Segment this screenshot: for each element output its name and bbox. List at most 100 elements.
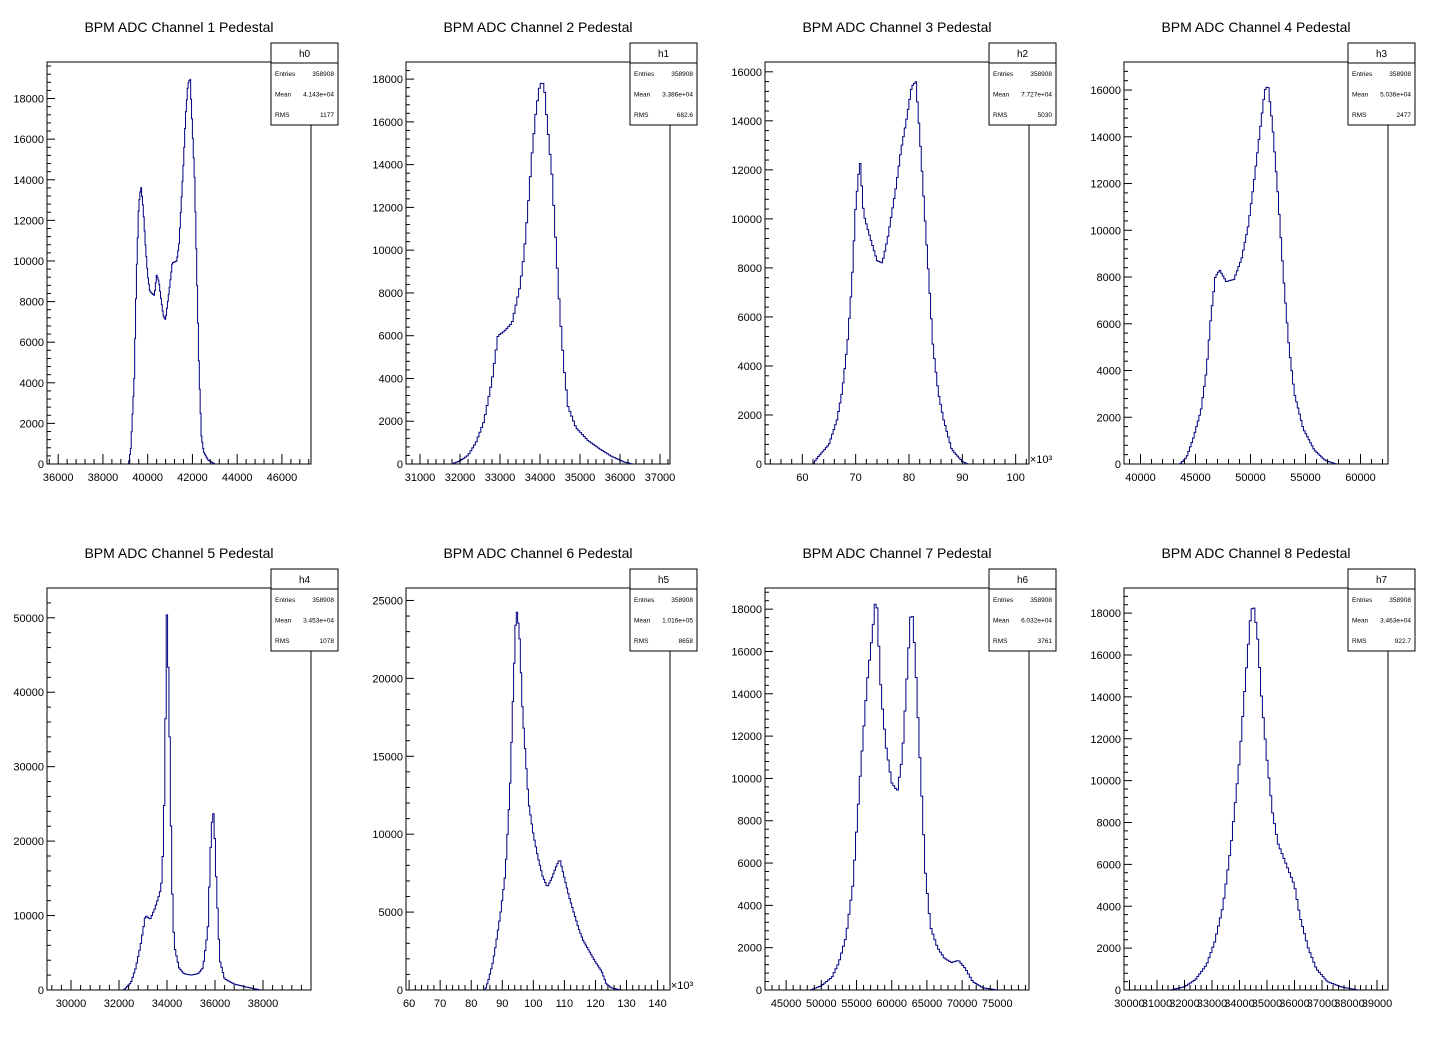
y-tick-label: 18000 (372, 74, 403, 86)
x-tick-label: 55000 (1290, 472, 1321, 484)
plot-frame (764, 61, 1030, 465)
x-tick-label: 34000 (525, 472, 556, 484)
stats-value-rms: 1177 (320, 112, 334, 119)
y-tick-label: 12000 (1090, 734, 1121, 746)
stats-label-entries: Entries (1352, 71, 1373, 78)
stats-value-mean: 1.016e+05 (662, 618, 693, 625)
y-tick-label: 12000 (731, 165, 762, 177)
x-tick-label: 30000 (56, 998, 87, 1010)
y-tick-label: 10000 (372, 245, 403, 257)
stats-hist-name: h2 (1017, 49, 1029, 60)
stats-value-mean: 5.036e+04 (1380, 92, 1411, 99)
y-tick-label: 10000 (1090, 776, 1121, 788)
stats-label-mean: Mean (275, 618, 292, 625)
stats-label-mean: Mean (1352, 618, 1369, 625)
stats-value-entries: 358908 (1030, 71, 1052, 78)
plot-frame (405, 61, 671, 465)
chart-title: BPM ADC Channel 3 Pedestal (802, 19, 991, 35)
y-tick-label: 40000 (13, 687, 44, 699)
stats-value-rms: 2477 (1397, 112, 1412, 119)
y-tick-label: 20000 (372, 673, 403, 685)
chart-title: BPM ADC Channel 6 Pedestal (443, 545, 632, 561)
x-tick-label: 38000 (88, 472, 119, 484)
stats-label-rms: RMS (993, 638, 1008, 645)
y-tick-label: 16000 (13, 134, 44, 146)
stats-value-entries: 358908 (671, 597, 693, 604)
stats-box-frame (988, 568, 1057, 652)
y-tick-label: 50000 (13, 613, 44, 625)
y-tick-label: 10000 (372, 829, 403, 841)
plot-frame (1123, 61, 1389, 465)
y-tick-label: 2000 (20, 418, 44, 430)
x-tick-label: 32000 (445, 472, 476, 484)
x-tick-label: 39000 (1362, 998, 1393, 1010)
y-tick-label: 12000 (372, 202, 403, 214)
stats-label-mean: Mean (1352, 92, 1369, 99)
stats-box-frame (629, 42, 698, 126)
stats-hist-name: h4 (299, 575, 311, 586)
x-tick-label: 36000 (605, 472, 636, 484)
x-tick-label: 70 (850, 472, 862, 484)
y-tick-label: 30000 (13, 762, 44, 774)
chart-title: BPM ADC Channel 8 Pedestal (1161, 545, 1350, 561)
stats-label-rms: RMS (275, 638, 290, 645)
y-tick-label: 6000 (1097, 319, 1121, 331)
stats-value-rms: 8658 (679, 638, 694, 645)
y-tick-label: 8000 (738, 816, 762, 828)
y-tick-label: 10000 (13, 911, 44, 923)
y-tick-label: 10000 (731, 773, 762, 785)
stats-hist-name: h5 (658, 575, 670, 586)
stats-label-entries: Entries (275, 71, 296, 78)
stats-box: h0 Entries 358908 Mean 4.143e+04 RMS 1177 (270, 42, 339, 126)
x-tick-label: 65000 (912, 998, 943, 1010)
y-tick-label: 12000 (731, 731, 762, 743)
y-tick-label: 18000 (13, 94, 44, 106)
x-tick-label: 70 (434, 998, 446, 1010)
stats-box-frame (1347, 42, 1416, 126)
x-tick-label: 32000 (104, 998, 135, 1010)
x-tick-label: 140 (648, 998, 666, 1010)
chart-title: BPM ADC Channel 5 Pedestal (84, 545, 273, 561)
y-tick-label: 6000 (738, 312, 762, 324)
y-tick-label: 6000 (1097, 859, 1121, 871)
chart-panel-7: BPM ADC Channel 7 Pedestal 45000 50000 5500… (731, 545, 1057, 1010)
stats-label-entries: Entries (993, 71, 1014, 78)
y-tick-label: 5000 (379, 907, 403, 919)
chart-title: BPM ADC Channel 2 Pedestal (443, 19, 632, 35)
x-tick-label: 46000 (267, 472, 298, 484)
x-tick-label: 33000 (485, 472, 516, 484)
stats-label-rms: RMS (993, 112, 1008, 119)
y-tick-label: 0 (38, 459, 44, 471)
y-tick-label: 6000 (738, 858, 762, 870)
histogram-line (810, 603, 998, 991)
y-tick-label: 0 (397, 985, 403, 997)
y-tick-label: 14000 (13, 175, 44, 187)
x-axis-multiplier: ×10³ (1030, 454, 1053, 466)
x-tick-label: 32000 (1169, 998, 1200, 1010)
y-tick-label: 4000 (379, 373, 403, 385)
y-tick-label: 8000 (379, 288, 403, 300)
histogram-line (1179, 86, 1337, 465)
x-tick-label: 130 (617, 998, 635, 1010)
stats-value-rms: 1078 (320, 638, 335, 645)
y-tick-label: 4000 (738, 361, 762, 373)
y-tick-label: 2000 (738, 943, 762, 955)
x-tick-label: 44000 (222, 472, 253, 484)
chart-panel-1: BPM ADC Channel 1 Pedestal 36000 38000 4000… (13, 19, 339, 484)
stats-value-entries: 358908 (1030, 597, 1052, 604)
x-tick-label: 45000 (771, 998, 802, 1010)
stats-value-mean: 3.386e+04 (662, 92, 693, 99)
chart-panel-3: BPM ADC Channel 3 Pedestal 60 70 80 90 100 ×10… (731, 19, 1057, 484)
stats-box-frame (629, 568, 698, 652)
x-tick-label: 90 (496, 998, 508, 1010)
stats-box: h2 Entries 358908 Mean 7.727e+04 RMS 5030 (988, 42, 1057, 126)
y-tick-label: 8000 (1097, 818, 1121, 830)
stats-label-entries: Entries (275, 597, 296, 604)
x-tick-label: 36000 (200, 998, 231, 1010)
stats-label-entries: Entries (1352, 597, 1373, 604)
x-tick-label: 110 (556, 998, 574, 1010)
x-tick-label: 31000 (405, 472, 436, 484)
x-tick-label: 38000 (1334, 998, 1365, 1010)
y-tick-label: 2000 (1097, 943, 1121, 955)
